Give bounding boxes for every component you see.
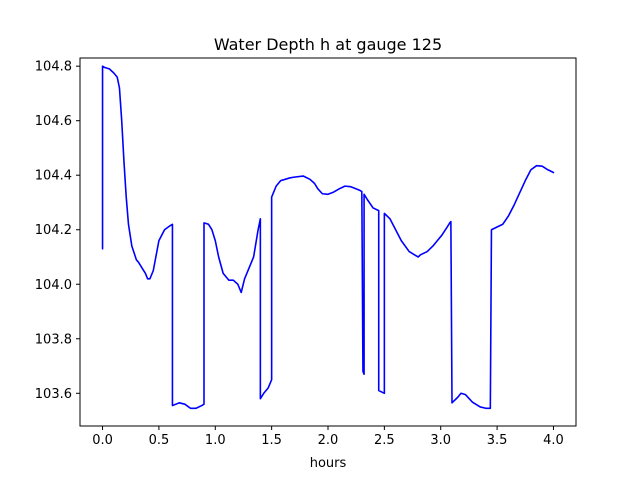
- x-tick-label: 1.0: [205, 433, 226, 448]
- x-tick-label: 0.5: [149, 433, 170, 448]
- x-axis-ticks: 0.0 0.5 1.0 1.5 2.0 2.5 3.0 3.5 4.0: [92, 426, 564, 448]
- y-axis-ticks: 103.6 103.8 104.0 104.2 104.4 104.6 104.8: [35, 60, 80, 402]
- y-tick-label: 104.0: [35, 278, 72, 293]
- y-tick-label: 103.6: [35, 387, 72, 402]
- x-tick-label: 4.0: [543, 433, 564, 448]
- x-tick-label: 3.0: [430, 433, 451, 448]
- axes-frame: [79, 57, 577, 427]
- x-tick-label: 2.0: [318, 433, 339, 448]
- y-tick-label: 104.2: [35, 223, 72, 238]
- x-tick-label: 3.5: [487, 433, 508, 448]
- y-tick-label: 104.6: [35, 114, 72, 129]
- y-tick-label: 104.4: [35, 169, 72, 184]
- y-tick-label: 104.8: [35, 60, 72, 75]
- data-layer: [101, 65, 555, 410]
- series-line-0: [101, 65, 555, 410]
- y-tick-label: 103.8: [35, 332, 72, 347]
- x-tick-label: 2.5: [374, 433, 395, 448]
- x-tick-label: 1.5: [261, 433, 282, 448]
- x-axis-label: hours: [310, 456, 347, 471]
- chart-title: Water Depth h at gauge 125: [214, 35, 442, 54]
- x-tick-label: 0.0: [92, 433, 113, 448]
